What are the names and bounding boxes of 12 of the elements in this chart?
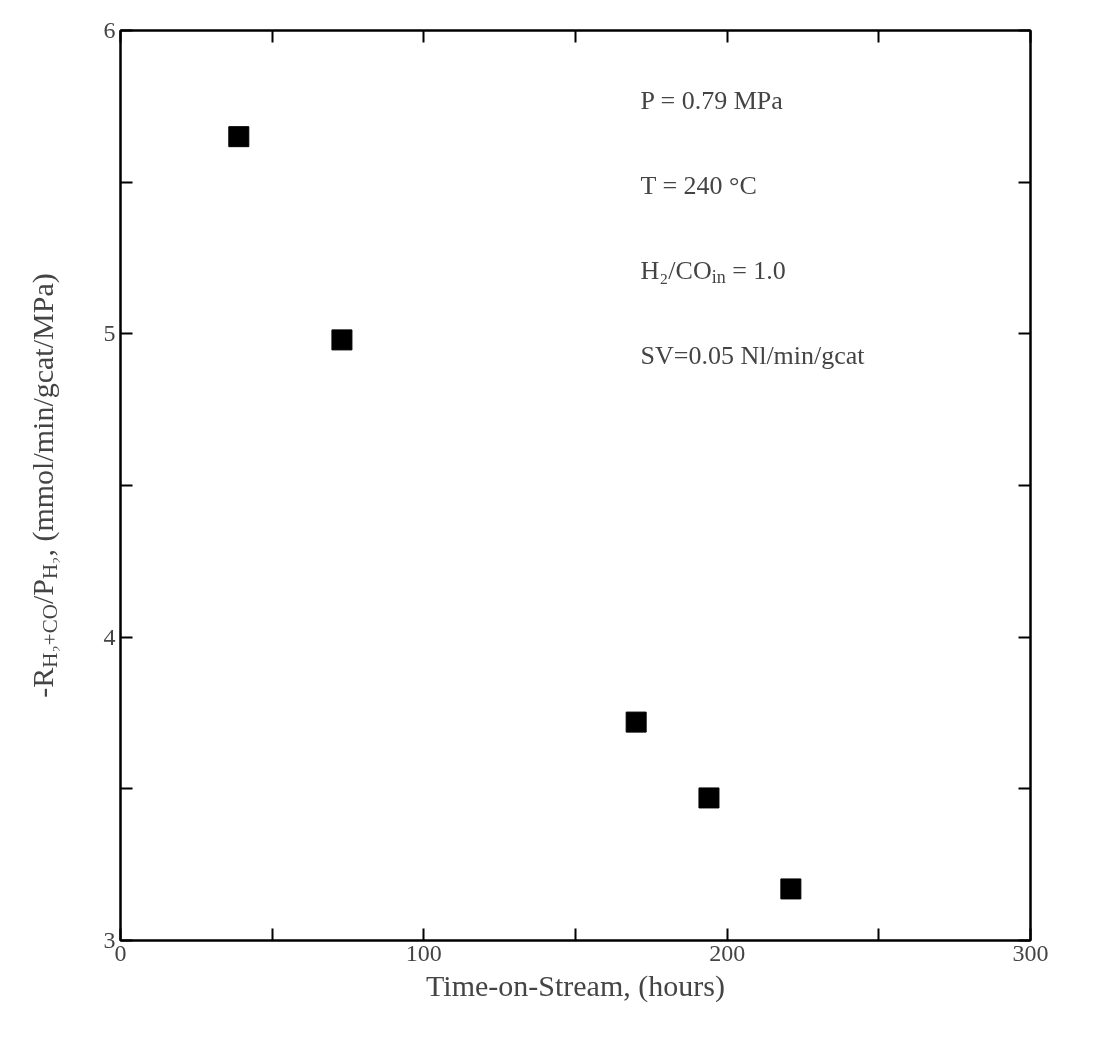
annotation: SV=0.05 Nl/min/gcat bbox=[640, 341, 866, 370]
x-tick-label: 200 bbox=[709, 939, 746, 966]
y-tick-label: 4 bbox=[103, 623, 116, 650]
y-tick-label: 6 bbox=[103, 17, 116, 43]
x-axis-title: Time-on-Stream, (hours) bbox=[426, 968, 725, 1003]
y-tick-label: 5 bbox=[103, 320, 116, 347]
y-tick-label: 3 bbox=[103, 927, 116, 953]
x-tick-label: 0 bbox=[114, 939, 127, 966]
x-tick-label: 100 bbox=[405, 939, 442, 966]
annotation: T = 240 °C bbox=[640, 171, 757, 200]
x-tick-label: 300 bbox=[1012, 939, 1049, 966]
annotation: P = 0.79 MPa bbox=[640, 86, 784, 115]
